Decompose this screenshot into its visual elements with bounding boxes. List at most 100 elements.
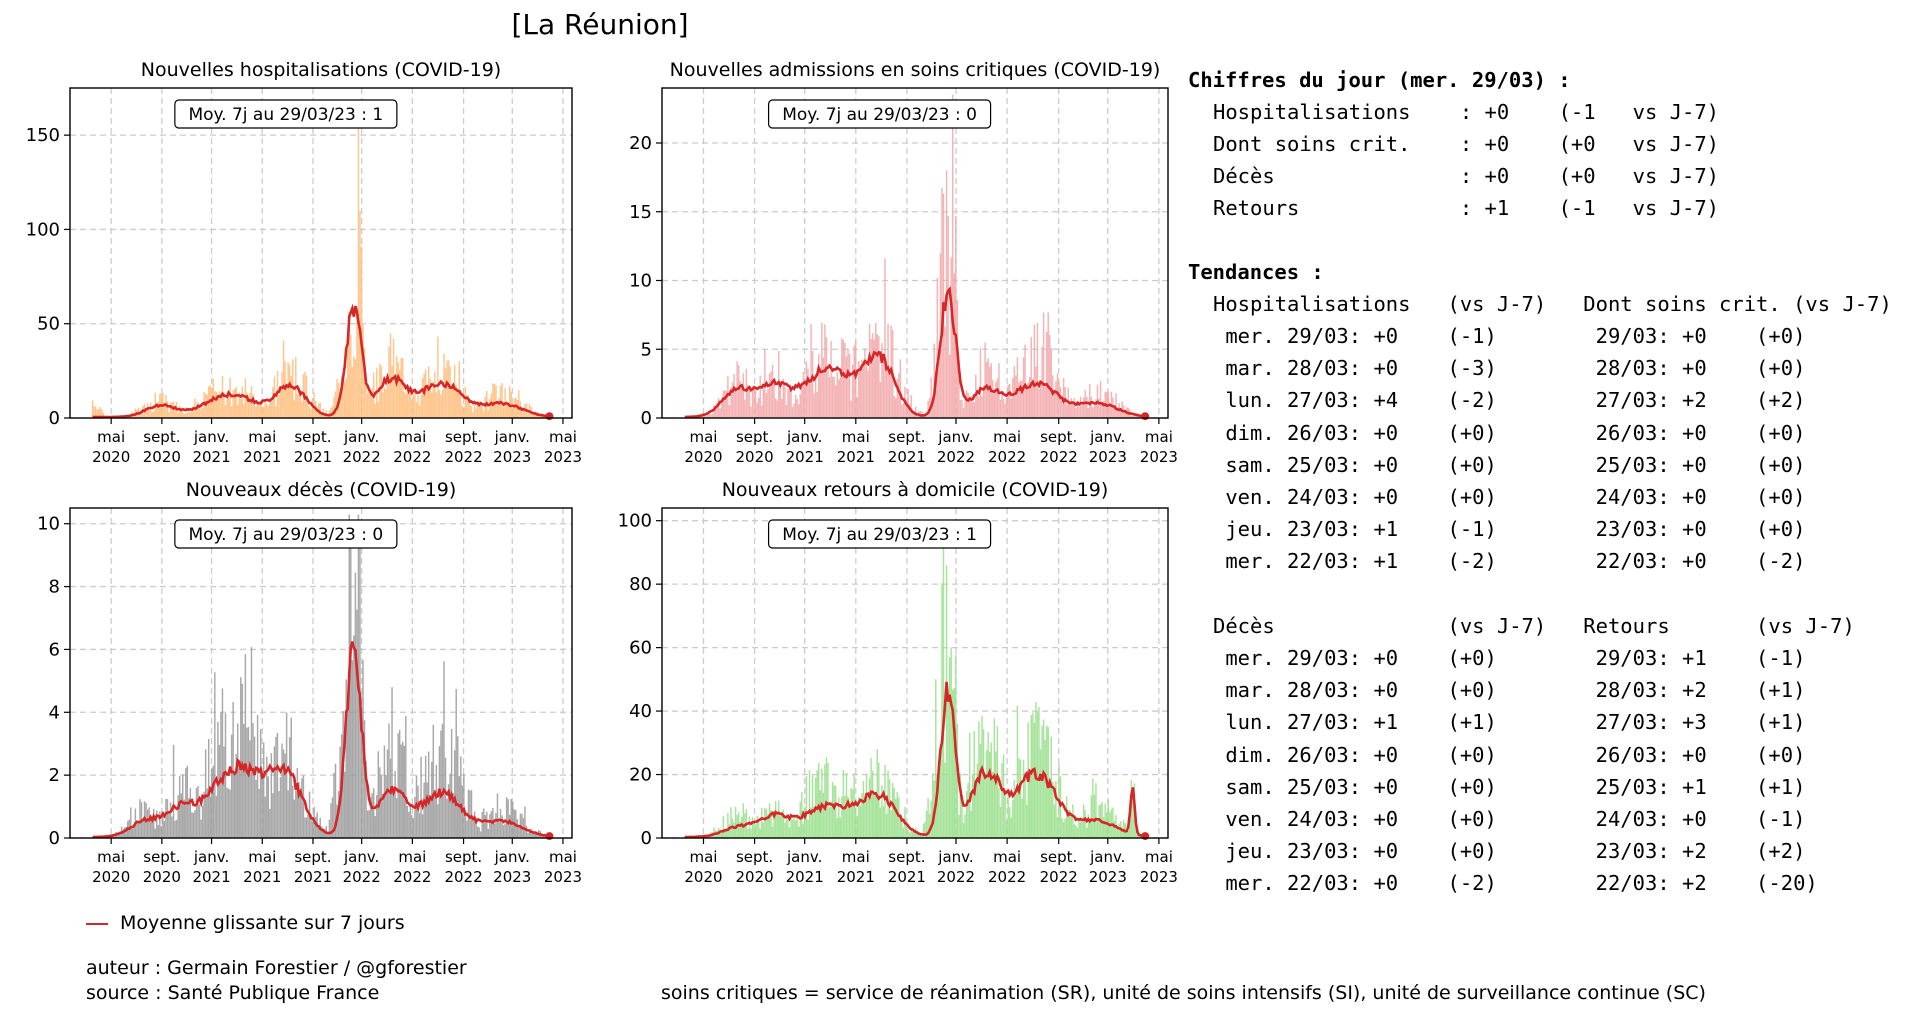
- daily-bar: [360, 721, 363, 838]
- x-tick-year: 2023: [493, 448, 531, 466]
- daily-bar: [217, 396, 219, 418]
- x-tick-year: 2022: [393, 868, 431, 886]
- daily-bar: [1016, 357, 1019, 418]
- daily-bar: [516, 819, 519, 838]
- daily-bar: [261, 406, 263, 418]
- daily-bar: [748, 390, 751, 418]
- daily-bar: [93, 406, 95, 418]
- daily-bar: [952, 689, 954, 838]
- x-tick-month: mai: [97, 848, 125, 866]
- daily-bar: [446, 798, 448, 838]
- daily-bar: [911, 832, 914, 838]
- daily-bar: [875, 322, 877, 418]
- daily-bar: [377, 401, 380, 418]
- daily-bar: [834, 785, 837, 838]
- daily-bar: [247, 727, 250, 838]
- daily-bar: [252, 394, 254, 418]
- daily-bar: [757, 397, 760, 418]
- daily-bar: [1030, 337, 1032, 418]
- daily-bar: [942, 534, 945, 838]
- daily-bar: [136, 820, 138, 838]
- daily-bar: [502, 825, 505, 838]
- daily-bar: [771, 826, 774, 838]
- daily-bar: [328, 819, 331, 838]
- daily-bar: [252, 723, 254, 838]
- daily-bar: [895, 798, 897, 838]
- daily-bar: [1045, 331, 1048, 418]
- daily-bar: [221, 375, 224, 418]
- daily-bar: [842, 339, 845, 418]
- x-tick-year: 2021: [294, 448, 332, 466]
- daily-bar: [751, 817, 754, 838]
- daily-bar: [350, 334, 352, 418]
- daily-bar: [1005, 820, 1008, 838]
- daily-bar: [444, 757, 447, 838]
- daily-bar: [215, 795, 218, 838]
- daily-bar: [950, 647, 952, 838]
- daily-bar: [314, 816, 317, 838]
- x-tick-month: mai: [842, 848, 870, 866]
- daily-bar: [152, 411, 155, 418]
- daily-bar: [311, 821, 314, 838]
- daily-bar: [192, 405, 195, 418]
- legend-line-marker: [86, 922, 108, 925]
- daily-bar: [1076, 401, 1079, 418]
- daily-bar: [750, 406, 752, 418]
- daily-bar: [444, 368, 447, 418]
- daily-bar: [717, 398, 720, 418]
- daily-bar: [865, 360, 868, 418]
- daily-bar: [859, 805, 862, 838]
- daily-bar: [819, 790, 822, 838]
- daily-bar: [767, 389, 769, 418]
- daily-bar: [501, 383, 503, 418]
- daily-bar: [484, 814, 486, 838]
- daily-bar: [220, 712, 222, 838]
- daily-bar: [275, 736, 277, 838]
- daily-bar: [463, 407, 465, 418]
- daily-bar: [1078, 818, 1080, 838]
- stat-row: mar. 28/03: +0 (+0) 28/03: +2 (+1): [1213, 678, 1806, 703]
- daily-bar: [266, 756, 268, 838]
- daily-bar: [790, 813, 792, 838]
- daily-bar: [802, 372, 805, 418]
- daily-bar: [536, 833, 538, 838]
- daily-bar: [1085, 396, 1088, 418]
- daily-bar: [714, 407, 717, 418]
- daily-bar: [440, 394, 442, 418]
- daily-bar: [1056, 817, 1059, 838]
- daily-bar: [240, 677, 242, 838]
- daily-bar: [397, 733, 399, 838]
- moving-average-line: [92, 641, 550, 839]
- daily-bar: [119, 832, 121, 838]
- daily-bar: [394, 770, 396, 838]
- y-tick-label: 10: [37, 514, 60, 535]
- daily-bar: [198, 804, 201, 838]
- daily-bar: [767, 814, 769, 838]
- daily-bar: [856, 815, 858, 838]
- average-box-label: Moy. 7j au 29/03/23 : 1: [188, 105, 383, 125]
- x-tick-year: 2020: [736, 868, 774, 886]
- daily-bar: [212, 765, 215, 838]
- daily-bar: [142, 818, 144, 838]
- x-tick-month: mai: [248, 848, 276, 866]
- daily-bar: [998, 787, 1000, 838]
- x-tick-year: 2021: [192, 868, 230, 886]
- daily-bar: [324, 828, 326, 838]
- daily-bar: [827, 762, 829, 838]
- daily-bar: [211, 388, 213, 418]
- x-tick-month: mai: [993, 848, 1021, 866]
- daily-bar: [1078, 406, 1080, 418]
- daily-bar: [207, 738, 210, 838]
- daily-bar: [1130, 415, 1133, 418]
- daily-bar: [368, 810, 370, 838]
- daily-bar: [1073, 398, 1076, 418]
- daily-bar: [841, 338, 843, 418]
- daily-bar: [931, 398, 934, 418]
- daily-bar: [432, 724, 435, 838]
- daily-bar: [466, 820, 468, 838]
- x-tick-year: 2022: [1040, 448, 1078, 466]
- daily-bar: [507, 403, 509, 418]
- daily-bar: [487, 410, 490, 418]
- daily-bar: [1016, 705, 1019, 838]
- x-tick-month: mai: [1145, 848, 1173, 866]
